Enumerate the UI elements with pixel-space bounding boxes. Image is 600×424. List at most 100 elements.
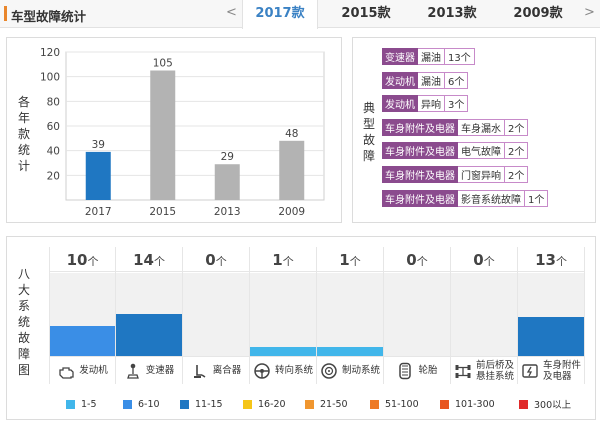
- fault-row[interactable]: 发动机 漏油 6个: [382, 71, 469, 89]
- system-bar-area: [250, 273, 316, 356]
- system-count-value: 13: [535, 251, 556, 269]
- legend-label: 101-300: [455, 398, 495, 410]
- system-name: 车身附件 及电器: [542, 359, 581, 382]
- system-footer: 变速器: [116, 356, 182, 384]
- system-count-value: 10: [66, 251, 88, 269]
- fault-system-tag: 车身附件及电器: [382, 189, 458, 207]
- bar[interactable]: [85, 151, 111, 200]
- fault-name-tag: 漏油: [418, 71, 445, 89]
- steering-wheel-icon: [254, 362, 270, 379]
- fault-system-tag: 变速器: [382, 48, 418, 65]
- bar-value-label: 48: [285, 128, 298, 140]
- system-column[interactable]: 14个 变速器: [116, 247, 183, 384]
- header-bar: 车型故障统计 < 2017款 2015款 2013款 2009款 >: [0, 0, 600, 29]
- fault-row[interactable]: 变速器 漏油 13个: [382, 48, 475, 65]
- bar-value-label: 29: [221, 151, 234, 163]
- legend-label: 21-50: [320, 398, 348, 410]
- legend-label: 16-20: [258, 398, 286, 410]
- system-count-value: 1: [339, 251, 350, 269]
- system-name: 轮胎: [418, 365, 438, 376]
- system-column[interactable]: 1个制动系统: [317, 247, 384, 384]
- fault-count-tag: 6个: [445, 71, 469, 89]
- bar-value-label: 39: [92, 139, 105, 151]
- system-count-unit: 个: [215, 255, 227, 268]
- system-column[interactable]: 0个离合器: [183, 247, 250, 384]
- x-tick-label: 2017: [85, 206, 112, 218]
- legend-swatch: [66, 399, 75, 409]
- system-column[interactable]: 13个车身附件 及电器: [518, 247, 585, 384]
- system-name: 转向系统: [274, 365, 313, 376]
- x-tick-label: 2009: [278, 206, 305, 218]
- clutch-pedal-icon: [193, 364, 206, 378]
- legend-label: 300以上: [534, 400, 572, 411]
- system-bar-area: [50, 273, 115, 356]
- system-column[interactable]: 1个转向系统: [250, 247, 317, 384]
- tab-2015[interactable]: 2015款: [341, 6, 391, 21]
- gearshift-icon: [126, 363, 139, 379]
- fault-count-tag: 2个: [505, 118, 529, 136]
- system-bar-area: [183, 273, 249, 356]
- fault-name-tag: 门窗异响: [458, 166, 505, 183]
- legend-swatch: [370, 399, 379, 409]
- fault-system-tag: 发动机: [382, 71, 418, 89]
- fault-row[interactable]: 车身附件及电器 电气故障 2个: [382, 142, 529, 160]
- system-name: 制动系统: [341, 365, 380, 376]
- system-count-unit: 个: [153, 255, 165, 268]
- fault-count-tag: 3个: [445, 95, 469, 113]
- legend-label: 1-5: [81, 398, 97, 410]
- legend-item: 51-100: [370, 398, 419, 410]
- fault-row[interactable]: 车身附件及电器 影音系统故障 1个: [382, 189, 549, 207]
- system-footer: 发动机: [50, 356, 115, 384]
- system-bar-area: [116, 273, 182, 356]
- y-tick-label: 120: [40, 47, 60, 59]
- y-tick-label: 80: [47, 96, 60, 108]
- y-tick-label: 40: [47, 146, 60, 158]
- system-footer: 车身附件 及电器: [518, 356, 584, 384]
- system-bar: [317, 347, 383, 356]
- system-footer: 前后桥及 悬挂系统: [451, 356, 517, 384]
- title-accent: [4, 6, 7, 21]
- tab-2009[interactable]: 2009款: [513, 6, 563, 21]
- system-count: 10个: [50, 247, 115, 272]
- tab-2013[interactable]: 2013款: [427, 6, 477, 21]
- prev-arrow-icon[interactable]: <: [226, 5, 237, 20]
- system-name: 发动机: [79, 365, 108, 376]
- system-count-unit: 个: [87, 255, 99, 268]
- fault-row[interactable]: 车身附件及电器 门窗异响 2个: [382, 166, 529, 183]
- bar[interactable]: [150, 70, 176, 201]
- fault-name-tag: 影音系统故障: [458, 189, 525, 207]
- legend-item: 6-10: [123, 398, 160, 410]
- legend-swatch: [180, 399, 189, 409]
- fault-row[interactable]: 车身附件及电器 车身漏水 2个: [382, 118, 529, 136]
- system-count-unit: 个: [483, 255, 495, 268]
- legend-item: 1-5: [66, 398, 97, 410]
- system-name: 变速器: [145, 365, 175, 376]
- system-count: 0个: [183, 247, 249, 272]
- y-tick-label: 20: [47, 170, 60, 182]
- fault-name-tag: 漏油: [418, 48, 445, 65]
- system-bar-area: [451, 273, 517, 356]
- system-count: 1个: [317, 247, 383, 272]
- brake-disc-icon: [321, 362, 337, 379]
- system-count: 13个: [518, 247, 584, 272]
- tab-2017[interactable]: 2017款: [242, 0, 318, 29]
- system-count-value: 1: [272, 251, 283, 269]
- system-column[interactable]: 10个发动机: [49, 247, 116, 384]
- system-column[interactable]: 0个轮胎: [384, 247, 451, 384]
- system-count: 0个: [451, 247, 517, 272]
- x-tick-label: 2013: [214, 206, 241, 218]
- system-count: 0个: [384, 247, 450, 272]
- next-arrow-icon[interactable]: >: [584, 5, 595, 20]
- system-count-value: 0: [205, 251, 216, 269]
- electrical-icon: [522, 363, 538, 378]
- fault-row[interactable]: 发动机 异响 3个: [382, 95, 469, 113]
- system-name: 离合器: [212, 365, 242, 376]
- system-count-unit: 个: [282, 255, 294, 268]
- system-column[interactable]: 0个前后桥及 悬挂系统: [451, 247, 518, 384]
- fault-name-tag: 车身漏水: [458, 118, 505, 136]
- system-name: 前后桥及 悬挂系统: [475, 359, 514, 382]
- yearly-bar-chart: 20 40 60 80 100 120 39 2017 105 2015 29 2013 48 2009: [40, 47, 325, 218]
- bar[interactable]: [279, 140, 305, 200]
- legend-item: 11-15: [180, 398, 223, 410]
- bar[interactable]: [214, 164, 240, 200]
